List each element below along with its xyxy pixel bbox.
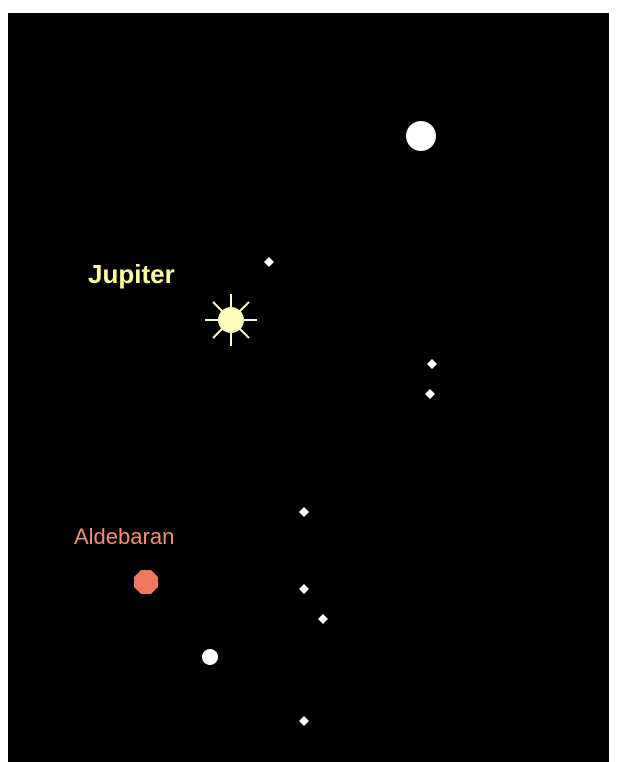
star [425,389,435,399]
aldebaran-label: Aldebaran [74,524,174,549]
jupiter-label: Jupiter [88,259,175,289]
star [427,359,437,369]
star [299,716,309,726]
star [299,584,309,594]
star [264,257,274,267]
star [202,649,218,665]
sky-background [8,13,609,762]
star [299,507,309,517]
jupiter-symbol [205,294,257,346]
aldebaran-star [134,570,158,594]
jupiter-disc [218,307,244,333]
moon [406,121,436,151]
star [318,614,328,624]
stars [202,257,437,726]
